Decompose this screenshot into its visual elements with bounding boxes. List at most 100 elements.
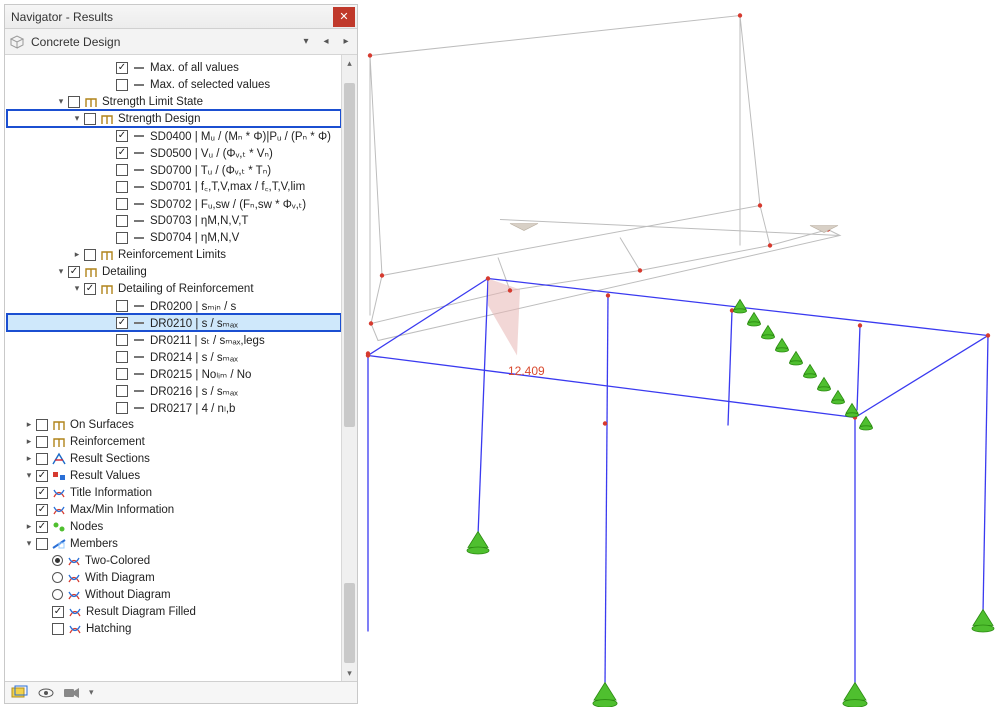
- vertical-scrollbar[interactable]: ▴ ▾: [341, 55, 357, 681]
- checkbox[interactable]: ✓: [36, 470, 48, 482]
- tree-item[interactable]: ·SD0702 | Fᵤ,sw / (Fₙ,sw * Φᵥ,ₜ): [7, 195, 341, 212]
- scroll-thumb[interactable]: [344, 83, 355, 428]
- tree-item[interactable]: ·✓SD0500 | Vᵤ / (Φᵥ,ₜ * Vₙ): [7, 144, 341, 161]
- tree-item[interactable]: ·DR0211 | sₜ / sₘₐₓ,legs: [7, 331, 341, 348]
- display-icon[interactable]: [11, 685, 29, 701]
- checkbox[interactable]: ✓: [84, 283, 96, 295]
- tree-group[interactable]: ·✓Title Information: [7, 484, 341, 501]
- checkbox[interactable]: ✓: [68, 266, 80, 278]
- tree-item[interactable]: ·SD0700 | Tᵤ / (Φᵥ,ₜ * Tₙ): [7, 161, 341, 178]
- checkbox[interactable]: [116, 402, 128, 414]
- checkbox[interactable]: [84, 249, 96, 261]
- section-header[interactable]: Concrete Design ▾ ◂ ▸: [5, 29, 357, 55]
- expander-icon[interactable]: ▾: [55, 96, 67, 108]
- checkbox[interactable]: [116, 198, 128, 210]
- radio[interactable]: [52, 572, 63, 583]
- tree-item[interactable]: ·With Diagram: [7, 569, 341, 586]
- tree-item[interactable]: ·Two-Colored: [7, 552, 341, 569]
- expander-icon[interactable]: ▾: [55, 266, 67, 278]
- tree-view[interactable]: ·✓Max. of all values·Max. of selected va…: [5, 55, 341, 681]
- tree-item[interactable]: ·Max. of selected values: [7, 76, 341, 93]
- checkbox[interactable]: ✓: [116, 62, 128, 74]
- checkbox[interactable]: [116, 215, 128, 227]
- checkbox[interactable]: ✓: [116, 130, 128, 142]
- checkbox[interactable]: [116, 385, 128, 397]
- tree-item-label: Members: [70, 538, 118, 550]
- scroll-thumb[interactable]: [344, 583, 355, 663]
- checkbox[interactable]: [116, 334, 128, 346]
- checkbox[interactable]: [116, 79, 128, 91]
- tree-item-label: Detailing: [102, 266, 147, 278]
- checkbox[interactable]: [52, 623, 64, 635]
- tree-group[interactable]: ·✓Max/Min Information: [7, 501, 341, 518]
- expander-icon[interactable]: ▾: [23, 470, 35, 482]
- tree-item[interactable]: ·DR0200 | sₘᵢₙ / s: [7, 297, 341, 314]
- checkbox[interactable]: ✓: [36, 487, 48, 499]
- tree-group[interactable]: ▾✓ Detailing: [7, 263, 341, 280]
- checkbox[interactable]: [116, 164, 128, 176]
- tree-item[interactable]: ·Without Diagram: [7, 586, 341, 603]
- dropdown-icon[interactable]: ▾: [89, 687, 94, 698]
- expander-icon[interactable]: ▾: [71, 113, 83, 125]
- checkbox[interactable]: [84, 113, 96, 125]
- tree-group[interactable]: ▸Reinforcement Limits: [7, 246, 341, 263]
- tree-item[interactable]: ·SD0701 | f꜀,T,V,max / f꜀,T,V,lim: [7, 178, 341, 195]
- radio[interactable]: [52, 589, 63, 600]
- eye-icon[interactable]: [37, 685, 55, 701]
- expander-icon[interactable]: ▾: [71, 283, 83, 295]
- prev-arrow-icon[interactable]: ◂: [319, 35, 333, 49]
- tree-item[interactable]: ·SD0704 | ηM,N,V: [7, 229, 341, 246]
- tree-item[interactable]: ·DR0214 | s / sₘₐₓ: [7, 348, 341, 365]
- expander-icon[interactable]: ▾: [23, 538, 35, 550]
- tree-item[interactable]: ·Hatching: [7, 620, 341, 637]
- checkbox[interactable]: ✓: [116, 317, 128, 329]
- chevron-down-icon[interactable]: ▾: [299, 35, 313, 49]
- tree-group[interactable]: ▸✓Nodes: [7, 518, 341, 535]
- checkbox[interactable]: [116, 368, 128, 380]
- tree-group[interactable]: ▾Strength Design: [7, 110, 341, 127]
- expander-icon[interactable]: ▸: [23, 436, 35, 448]
- checkbox[interactable]: [36, 453, 48, 465]
- checkbox[interactable]: ✓: [116, 147, 128, 159]
- checkbox[interactable]: ✓: [52, 606, 64, 618]
- checkbox[interactable]: [68, 96, 80, 108]
- tree-item[interactable]: ·DR0215 | Noₗᵢₘ / No: [7, 365, 341, 382]
- checkbox[interactable]: [116, 232, 128, 244]
- checkbox[interactable]: [116, 351, 128, 363]
- tree-group[interactable]: ▸Reinforcement: [7, 433, 341, 450]
- tree-item[interactable]: ·DR0216 | s / sₘₐₓ: [7, 382, 341, 399]
- checkbox[interactable]: ✓: [36, 504, 48, 516]
- scroll-down-icon[interactable]: ▾: [342, 665, 357, 681]
- tree-group[interactable]: ▾✓Result Values: [7, 467, 341, 484]
- expander-icon[interactable]: ▸: [23, 419, 35, 431]
- checkbox[interactable]: [116, 181, 128, 193]
- model-svg: [360, 4, 996, 707]
- expander-icon[interactable]: ▸: [71, 249, 83, 261]
- scroll-track[interactable]: [342, 71, 357, 665]
- checkbox[interactable]: [116, 300, 128, 312]
- close-button[interactable]: ✕: [333, 7, 355, 27]
- tree-item[interactable]: ·✓DR0210 | s / sₘₐₓ: [7, 314, 341, 331]
- scroll-up-icon[interactable]: ▴: [342, 55, 357, 71]
- tree-item[interactable]: ·SD0703 | ηM,N,V,T: [7, 212, 341, 229]
- tree-group[interactable]: ▸Result Sections: [7, 450, 341, 467]
- tree-item[interactable]: ·✓SD0400 | Mᵤ / (Mₙ * Φ)|Pᵤ / (Pₙ * Φ): [7, 127, 341, 144]
- checkbox[interactable]: [36, 538, 48, 550]
- checkbox[interactable]: [36, 419, 48, 431]
- expander-icon[interactable]: ▸: [23, 453, 35, 465]
- radio[interactable]: [52, 555, 63, 566]
- tree-group[interactable]: ▸On Surfaces: [7, 416, 341, 433]
- tree-group[interactable]: ▾Strength Limit State: [7, 93, 341, 110]
- tree-item[interactable]: ·✓Result Diagram Filled: [7, 603, 341, 620]
- tree-item[interactable]: ·DR0217 | 4 / nₗ,b: [7, 399, 341, 416]
- next-arrow-icon[interactable]: ▸: [339, 35, 353, 49]
- tree-item[interactable]: ·✓Max. of all values: [7, 59, 341, 76]
- tree-group[interactable]: ▾ Members: [7, 535, 341, 552]
- camera-icon[interactable]: [63, 685, 81, 701]
- checkbox[interactable]: ✓: [36, 521, 48, 533]
- model-viewport[interactable]: 12.409: [360, 4, 996, 707]
- expander-icon[interactable]: ▸: [23, 521, 35, 533]
- swirl-icon: [66, 588, 82, 602]
- tree-group[interactable]: ▾✓Detailing of Reinforcement: [7, 280, 341, 297]
- checkbox[interactable]: [36, 436, 48, 448]
